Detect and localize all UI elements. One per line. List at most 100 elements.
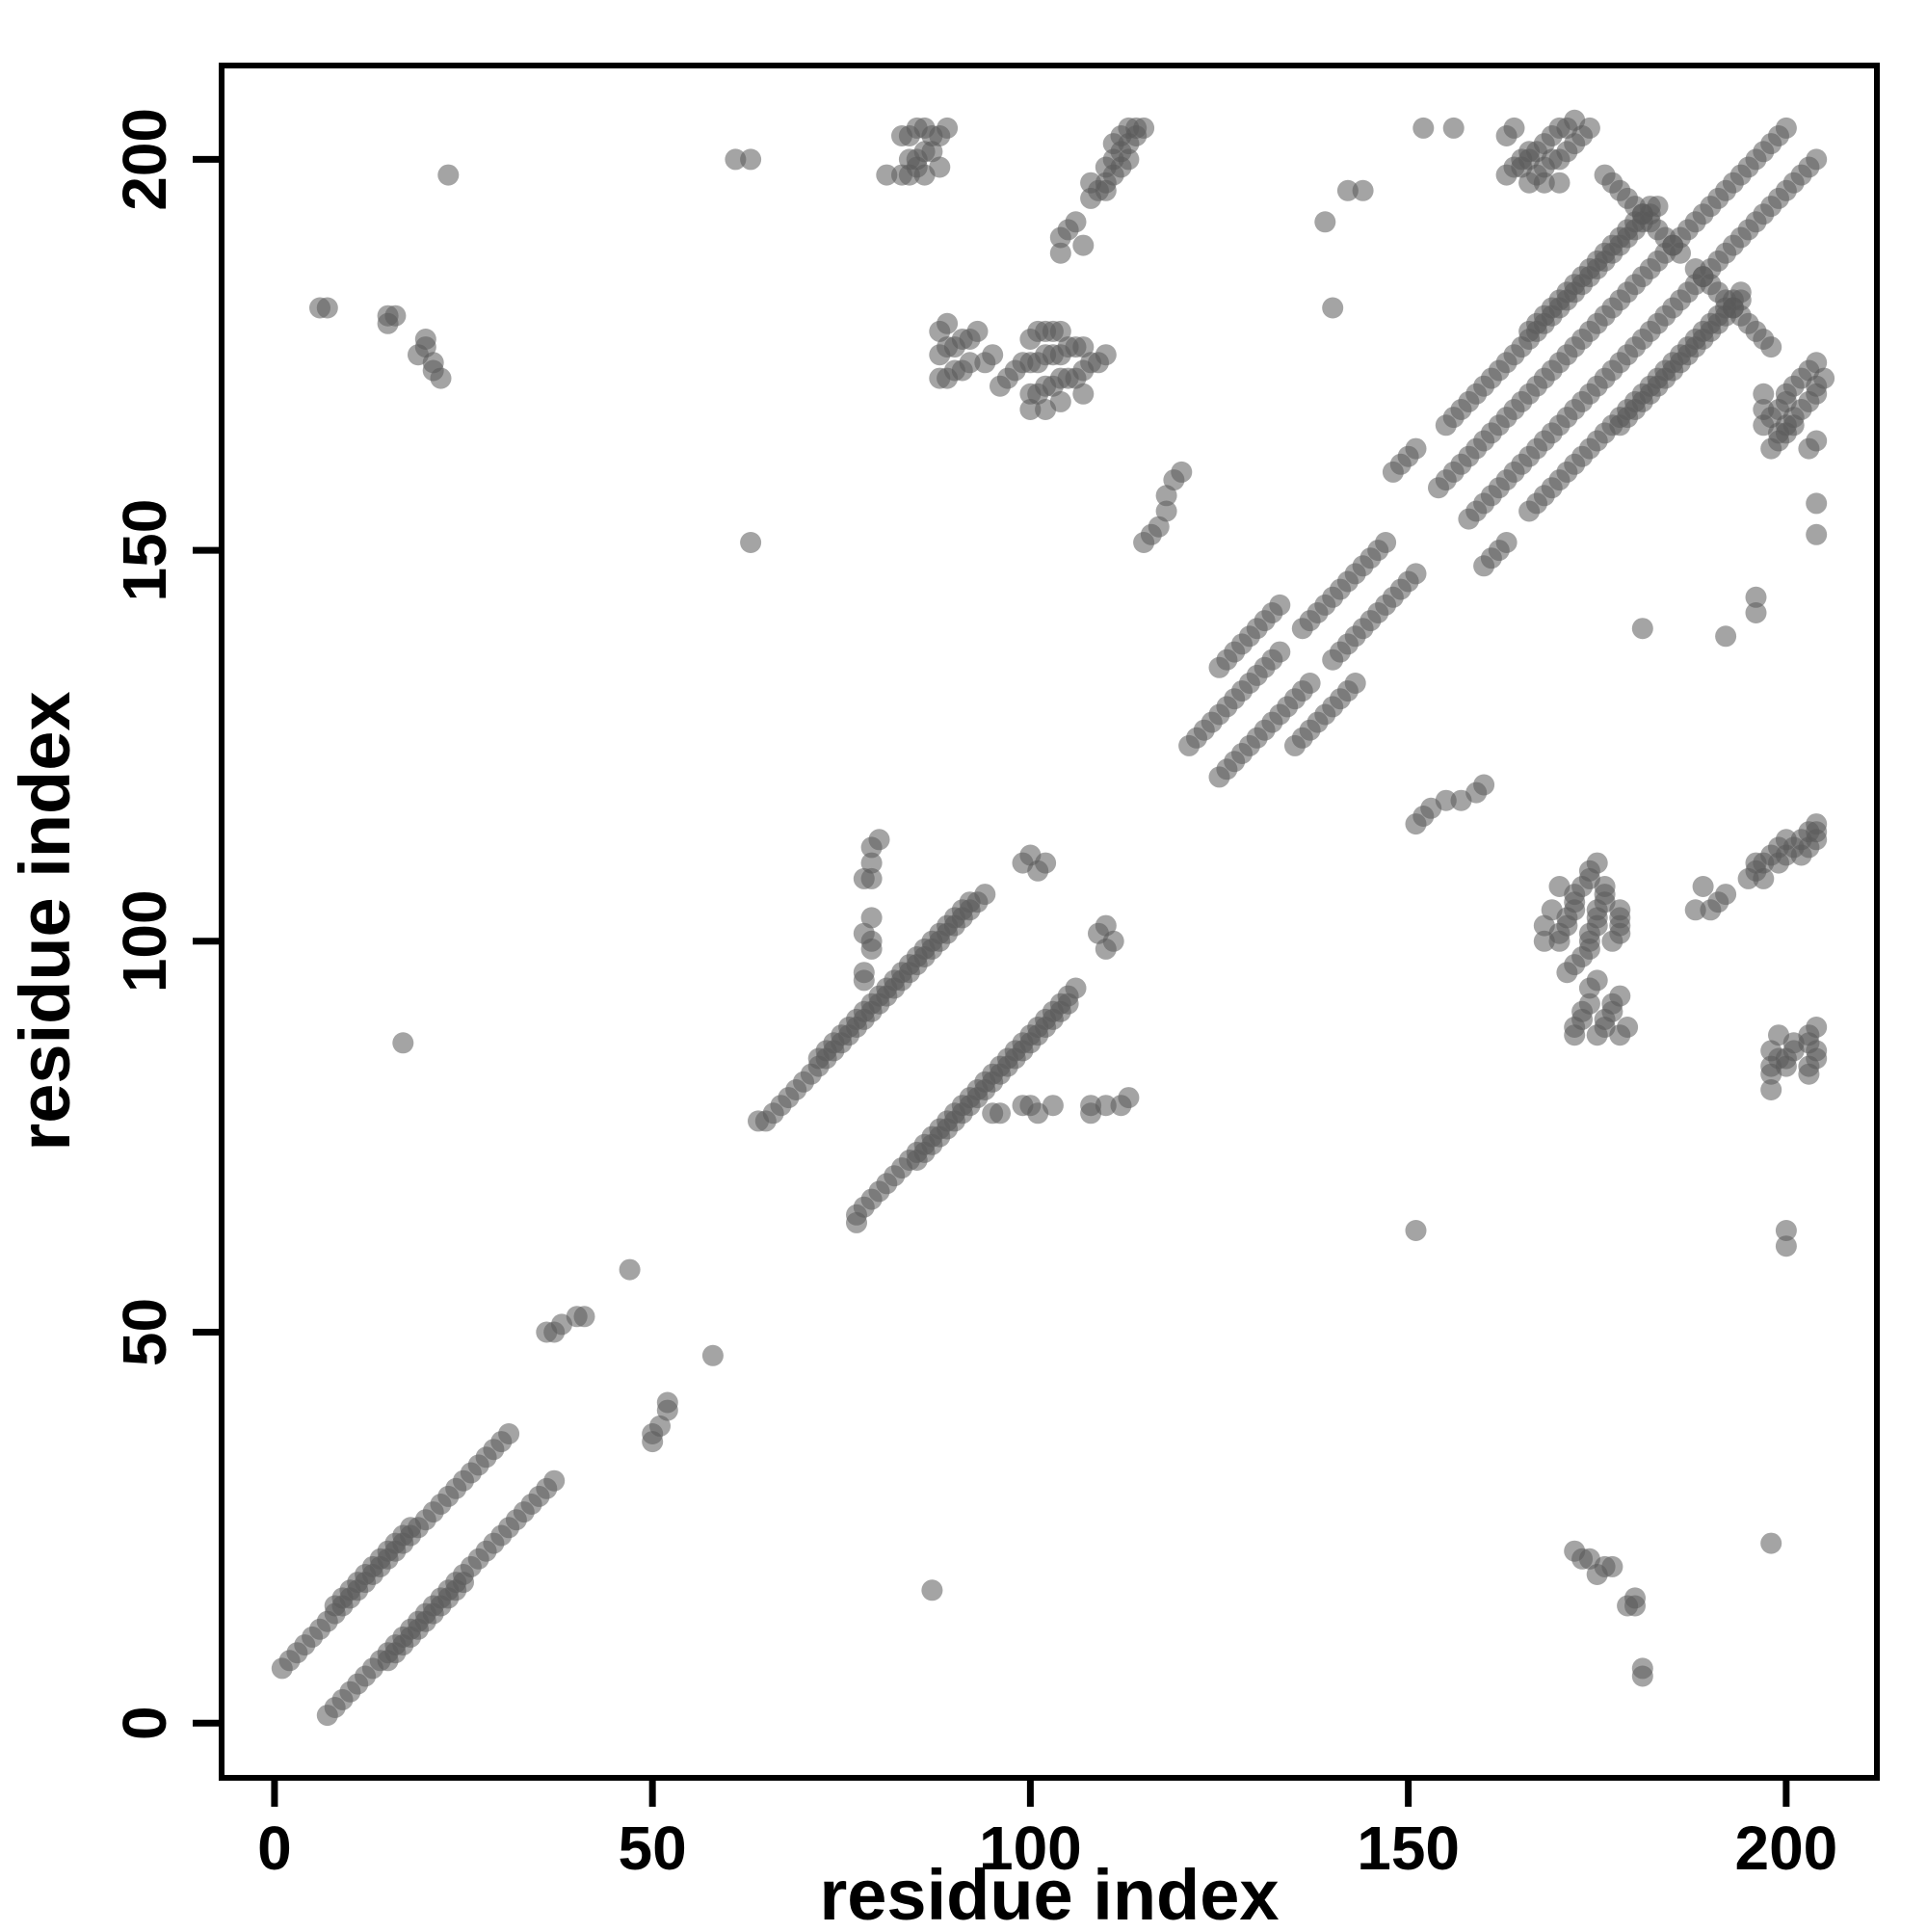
x-tick-label: 100 [979, 1813, 1082, 1883]
contact-point [966, 320, 989, 342]
contact-point [853, 922, 875, 944]
contact-point [619, 1258, 641, 1281]
y-tick-label: 0 [110, 1706, 179, 1740]
contact-point [1336, 179, 1359, 201]
contact-point [1072, 234, 1095, 256]
contact-point [1806, 813, 1828, 835]
contact-point [1760, 1079, 1782, 1100]
contact-point [1133, 532, 1155, 553]
contact-point [1095, 179, 1117, 201]
contact-point [377, 312, 399, 334]
contact-point [1806, 523, 1828, 545]
contact-point [1435, 789, 1457, 811]
contact-point [754, 1110, 777, 1132]
contact-point [1473, 774, 1495, 796]
contact-point [1631, 618, 1653, 640]
contact-point [959, 891, 981, 913]
contact-point [921, 1579, 943, 1601]
contact-point [846, 1204, 867, 1226]
contact-point [1586, 852, 1608, 874]
contact-point [1095, 344, 1117, 366]
contact-point [1405, 563, 1427, 585]
contact-point [868, 829, 890, 851]
contact-point [1670, 242, 1691, 264]
contact-point [982, 344, 1004, 366]
x-tick-label: 150 [1357, 1813, 1460, 1883]
plot-border-box [219, 63, 1880, 1781]
contact-point [1518, 172, 1541, 194]
contact-point [1753, 399, 1775, 420]
contact-point [1760, 1040, 1782, 1062]
contact-point [1806, 148, 1828, 171]
contact-point [725, 148, 747, 171]
contact-point [1080, 1095, 1102, 1117]
contact-point [701, 1344, 724, 1366]
y-tick-label: 150 [110, 499, 179, 602]
contact-point [1442, 117, 1465, 139]
contact-point [1806, 430, 1828, 452]
contact-point [1072, 383, 1095, 405]
contact-point [1745, 602, 1767, 623]
contact-point [1269, 594, 1291, 616]
contact-point [959, 352, 981, 374]
contact-point [1049, 242, 1071, 264]
contact-point [1715, 884, 1737, 906]
contact-point [400, 1517, 422, 1539]
contact-point [392, 1032, 414, 1054]
scatter-points-layer [271, 109, 1835, 1727]
contact-point [1753, 867, 1775, 889]
contact-point [1049, 390, 1071, 412]
contact-point [1745, 586, 1767, 608]
contact-point [860, 867, 883, 889]
contact-point [1775, 117, 1797, 139]
contact-point [1171, 461, 1193, 483]
contact-point [1684, 899, 1706, 921]
contact-point [1533, 930, 1555, 952]
contact-point [1299, 673, 1321, 694]
contact-point [860, 852, 883, 874]
contact-point [543, 1469, 566, 1492]
contact-point [913, 164, 936, 186]
contact-point [1564, 1540, 1586, 1562]
contact-point [1095, 914, 1117, 937]
contact-point [860, 907, 883, 929]
contact-point [1578, 992, 1600, 1015]
contact-point [1806, 1017, 1828, 1038]
contact-point [937, 117, 959, 139]
contact-point [1775, 829, 1797, 851]
contact-point [1503, 117, 1525, 139]
contact-point [740, 148, 762, 171]
contact-point [430, 367, 452, 389]
axis-ticks-layer: 0 50 100 150 200 0 50 100 150 200 [110, 108, 1837, 1883]
y-axis-title: residue index [5, 691, 85, 1151]
contact-point [1541, 899, 1563, 921]
x-tick-label: 200 [1734, 1813, 1837, 1883]
contact-point [1322, 297, 1344, 319]
contact-point [1095, 1095, 1117, 1117]
contact-point [1548, 876, 1571, 897]
contact-point [453, 1572, 474, 1594]
contact-point [498, 1423, 520, 1444]
contact-point [1042, 1095, 1064, 1117]
contact-point [1344, 673, 1366, 694]
contact-point [1715, 625, 1737, 648]
contact-point [1548, 172, 1571, 194]
contact-point [1578, 117, 1600, 139]
contact-point [1806, 352, 1828, 374]
contact-point [1617, 1595, 1639, 1617]
contact-point [1609, 985, 1631, 1007]
x-axis-title: residue index [819, 1855, 1279, 1927]
contact-point [853, 962, 875, 984]
contact-point [1405, 437, 1427, 460]
contact-point [1775, 1220, 1797, 1241]
contact-point [649, 1415, 671, 1437]
contact-point [1102, 133, 1124, 155]
contact-point [1533, 914, 1555, 937]
contact-point [1035, 852, 1057, 874]
contact-point [1118, 148, 1140, 171]
contact-point [1019, 399, 1042, 420]
contact-point [1753, 383, 1775, 405]
contact-point [1118, 1087, 1140, 1109]
contact-point [1065, 211, 1087, 233]
